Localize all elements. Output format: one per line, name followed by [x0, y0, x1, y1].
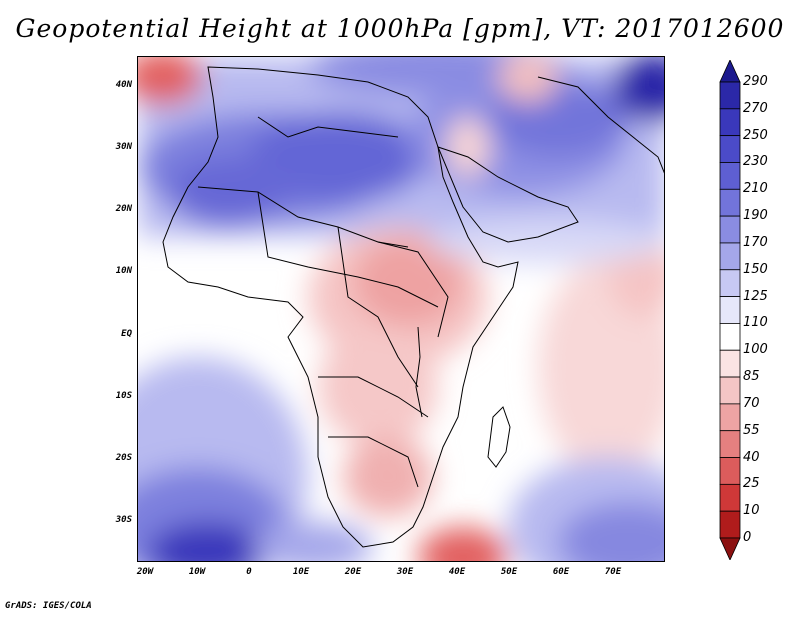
lat-label-30s: 30S	[115, 515, 132, 525]
colorbar-segment	[719, 296, 741, 324]
colorbar-label: 0	[743, 530, 752, 545]
colorbar-segment	[719, 349, 741, 378]
lat-label-10s: 10S	[115, 391, 132, 401]
colorbar-segment	[719, 108, 741, 137]
colorbar-segment	[719, 269, 741, 297]
colorbar-segment	[719, 162, 741, 190]
lon-label-20e: 20E	[344, 567, 362, 577]
grads-credit: GrADS: IGES/COLA	[5, 601, 92, 611]
colorbar-label: 150	[743, 261, 768, 277]
coastlines	[162, 66, 664, 548]
lat-label-eq: EQ	[121, 329, 132, 339]
lon-label-60e: 60E	[552, 567, 570, 577]
colorbar-segment	[719, 81, 741, 110]
colorbar-segment	[719, 215, 741, 244]
colorbar-label: 125	[743, 288, 768, 304]
colorbar-segment	[719, 323, 741, 351]
lon-label-40e: 40E	[448, 567, 466, 577]
lat-label-20s: 20S	[115, 453, 132, 463]
colorbar-label: 100	[743, 342, 768, 358]
colorbar-label: 70	[743, 395, 760, 411]
colorbar-label: 40	[743, 449, 760, 465]
colorbar-label: 55	[743, 422, 760, 438]
colorbar-segment	[719, 135, 741, 163]
colorbar-label: 85	[743, 369, 760, 385]
colorbar-label: 210	[743, 181, 768, 197]
map-field	[138, 57, 664, 561]
colorbar-top-arrow	[719, 60, 741, 83]
colorbar-bottom-arrow	[719, 537, 741, 560]
colorbar-segment	[719, 242, 741, 271]
colorbar-segment	[719, 483, 741, 512]
lon-label-20w: 20W	[136, 567, 154, 577]
colorbar-label: 290	[743, 74, 768, 89]
lon-label-50e: 50E	[500, 567, 518, 577]
map-panel	[137, 56, 665, 562]
colorbar-label: 170	[743, 234, 768, 250]
colorbar-label: 110	[743, 315, 768, 331]
lon-label-30e: 30E	[396, 567, 414, 577]
colorbar-segment	[719, 188, 741, 217]
lon-label-70e: 70E	[604, 567, 622, 577]
lat-label-40n: 40N	[115, 80, 132, 90]
lon-label-0: 0	[246, 567, 252, 577]
lat-label-20n: 20N	[115, 204, 132, 214]
chart-title: Geopotential Height at 1000hPa [gpm], VT…	[15, 14, 785, 43]
colorbar-segment	[719, 376, 741, 405]
colorbar-segment	[719, 510, 741, 539]
colorbar-segment	[719, 403, 741, 432]
colorbar	[719, 60, 741, 560]
lat-label-10n: 10N	[115, 266, 132, 276]
colorbar-label: 10	[743, 503, 760, 519]
colorbar-label: 190	[743, 208, 768, 224]
colorbar-label: 230	[743, 154, 768, 170]
lon-label-10w: 10W	[188, 567, 206, 577]
colorbar-segment	[719, 430, 741, 458]
colorbar-segment	[719, 457, 741, 485]
lat-label-30n: 30N	[115, 142, 132, 152]
colorbar-label: 270	[743, 100, 768, 116]
lon-label-10e: 10E	[292, 567, 310, 577]
colorbar-label: 250	[743, 127, 768, 143]
colorbar-label: 25	[743, 476, 760, 492]
